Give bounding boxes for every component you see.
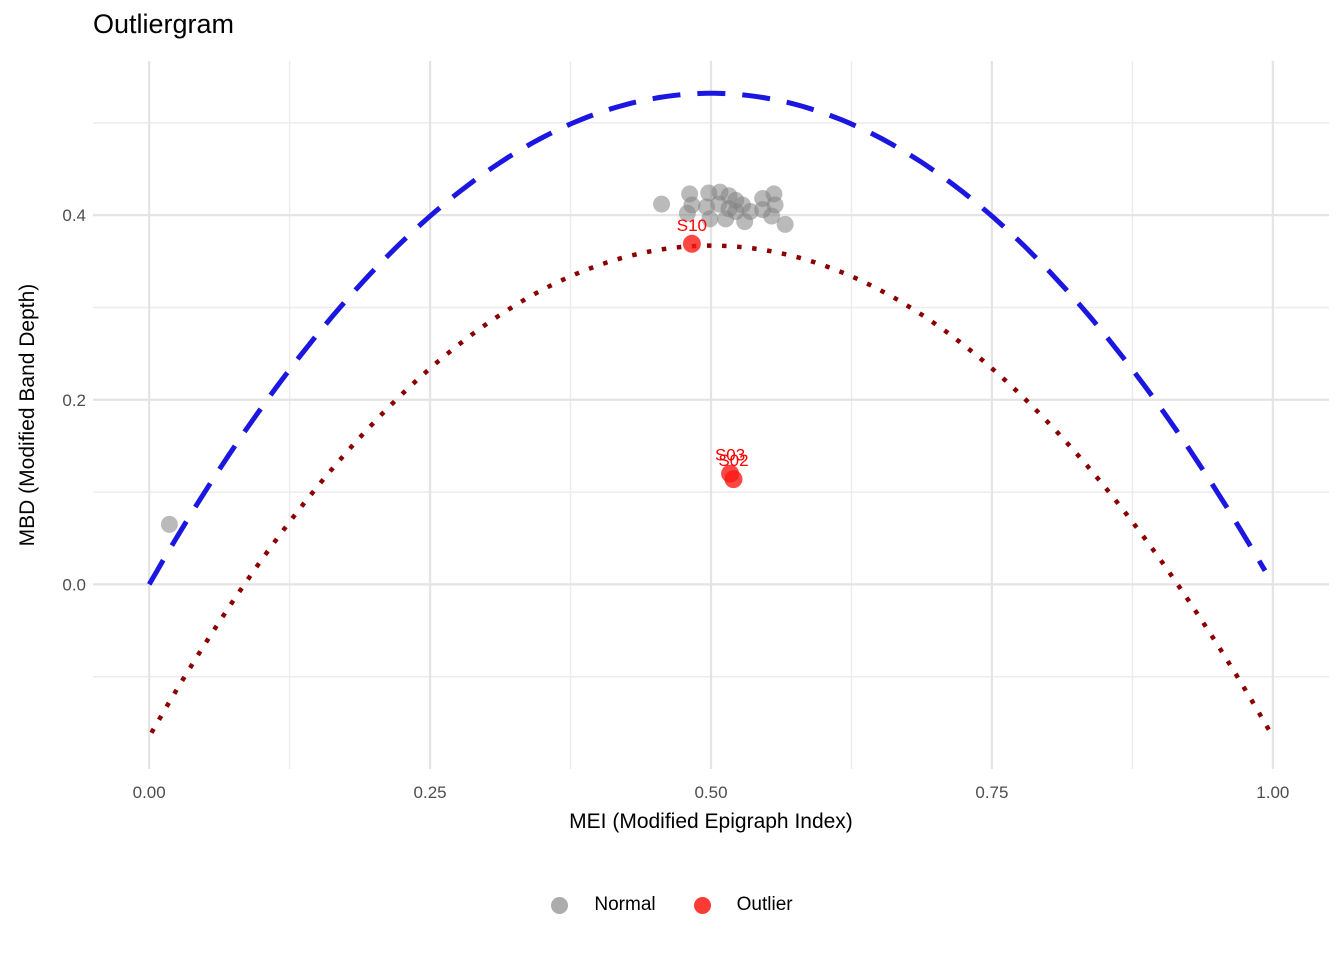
legend-label-normal: Normal xyxy=(594,894,656,915)
normal-point xyxy=(701,210,719,228)
legend-item-outlier: Outlier xyxy=(693,894,793,916)
x-tick-label: 0.00 xyxy=(133,783,166,802)
normal-point xyxy=(776,215,794,233)
x-tick-label: 1.00 xyxy=(1256,783,1289,802)
x-tick-label: 0.25 xyxy=(414,783,447,802)
outlier-label: S03 xyxy=(715,446,745,465)
legend-dot-outlier-icon xyxy=(693,896,711,914)
legend: Normal Outlier xyxy=(0,894,1344,916)
outlier-label: S02 xyxy=(718,451,748,470)
normal-point xyxy=(763,207,781,225)
maximum-mbd-parabola xyxy=(147,90,1268,586)
y-tick-label: 0.0 xyxy=(62,575,86,594)
legend-item-normal: Normal xyxy=(551,894,656,916)
plot-title: Outliergram xyxy=(93,9,235,39)
normal-point xyxy=(678,204,696,222)
x-tick-label: 0.50 xyxy=(694,783,727,802)
y-tick-label: 0.2 xyxy=(62,391,86,410)
legend-label-outlier: Outlier xyxy=(736,894,793,915)
x-tick-label: 0.75 xyxy=(975,783,1008,802)
normal-point xyxy=(653,195,671,213)
y-axis-title: MBD (Modified Band Depth) xyxy=(16,283,39,547)
legend-dot-normal-icon xyxy=(551,896,569,914)
y-tick-label: 0.4 xyxy=(62,206,86,225)
outlier-point xyxy=(724,470,743,489)
x-axis-title: MEI (Modified Epigraph Index) xyxy=(569,810,853,833)
outlier-threshold-parabola xyxy=(149,243,1273,734)
outlier-label: S10 xyxy=(677,216,707,235)
normal-point xyxy=(160,515,178,533)
outlier-point xyxy=(682,234,701,253)
